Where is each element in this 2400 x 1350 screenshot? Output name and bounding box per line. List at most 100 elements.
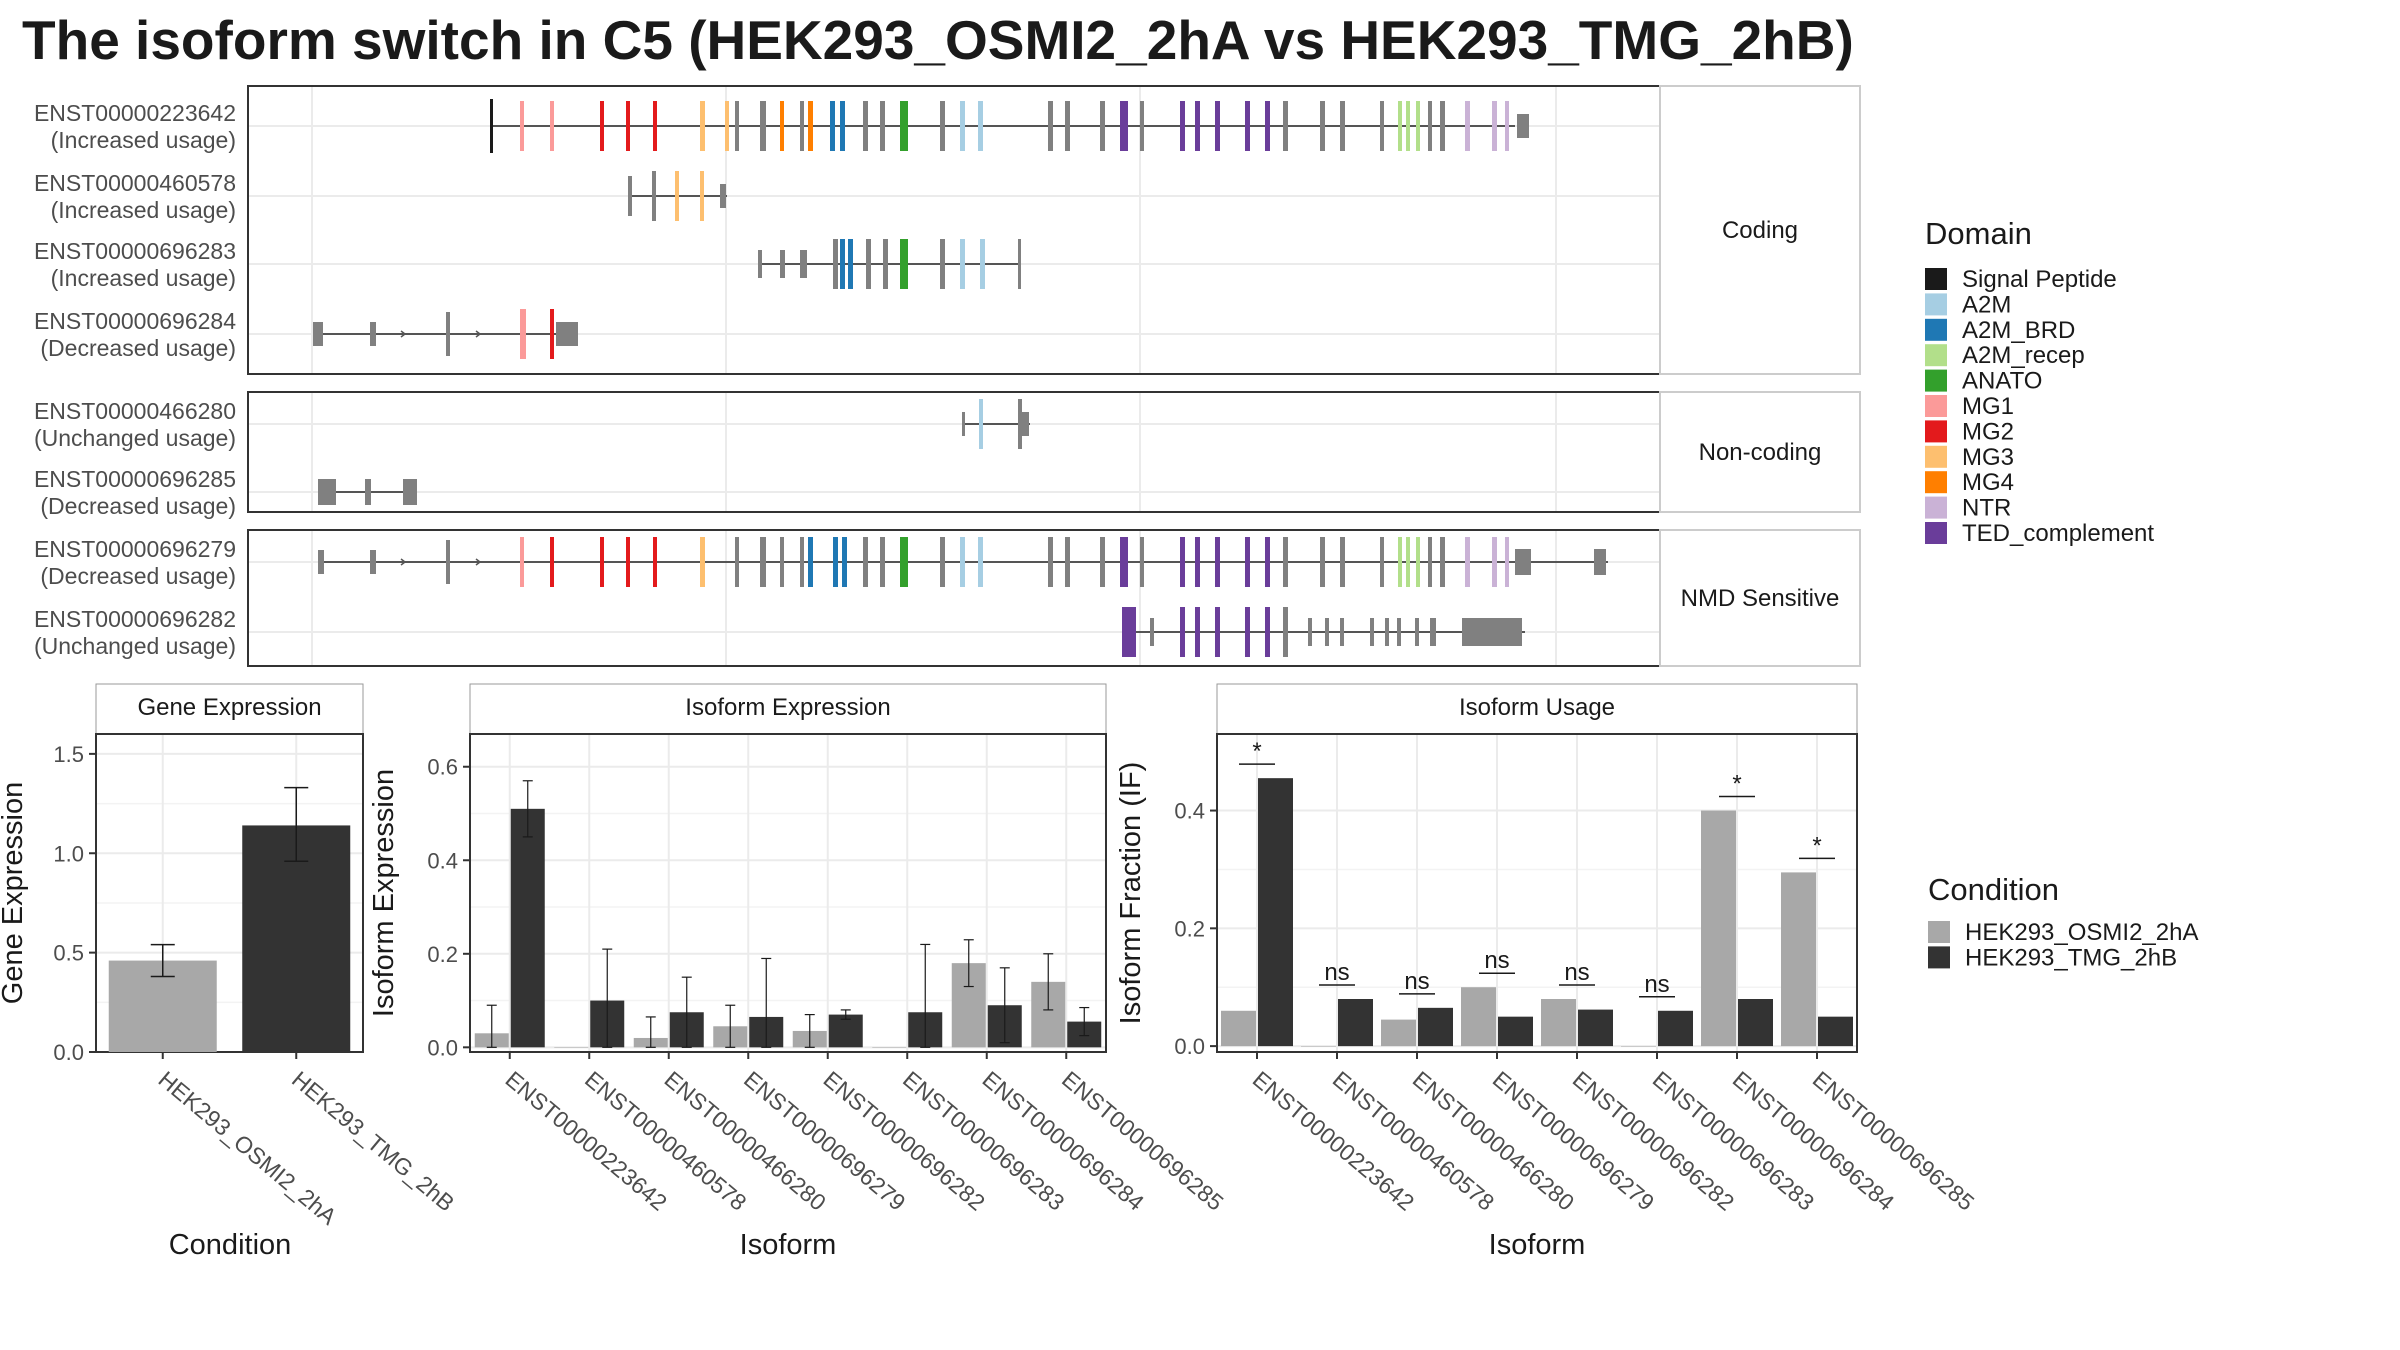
- exon: [880, 537, 885, 587]
- structure-strip: [1659, 529, 1861, 667]
- domain-legend-label: MG1: [1962, 393, 2014, 420]
- significance-label: ns: [1404, 968, 1429, 995]
- domain-legend-label: MG2: [1962, 418, 2014, 445]
- strand-arrow: [400, 558, 407, 566]
- exon: [1048, 101, 1053, 151]
- transcript-usage-label: (Decreased usage): [40, 563, 236, 589]
- strand-arrow: [475, 558, 482, 566]
- exon: [1022, 412, 1029, 436]
- exon: [760, 537, 766, 587]
- exon: [1517, 114, 1529, 138]
- bar: [828, 1014, 863, 1048]
- y-tick-label: 1.5: [53, 742, 84, 767]
- domain-exon: [626, 537, 630, 587]
- domain-legend-swatch: [1925, 420, 1947, 443]
- domain-exon: [1406, 537, 1410, 587]
- domain-exon: [550, 101, 554, 151]
- exon: [735, 101, 739, 151]
- condition-legend-title: Condition: [1928, 872, 2059, 907]
- chart-title: The isoform switch in C5 (HEK293_OSMI2_2…: [22, 9, 1854, 71]
- domain-exon: [960, 101, 965, 151]
- exon: [780, 537, 784, 587]
- domain-exon: [700, 537, 705, 587]
- domain-exon: [978, 101, 983, 151]
- y-tick-label: 0.2: [1174, 916, 1205, 941]
- domain-exon: [1215, 537, 1220, 587]
- y-axis-title: Isoform Fraction (IF): [1115, 762, 1147, 1025]
- domain-legend-label: TED_complement: [1962, 520, 2154, 547]
- domain-legend-swatch: [1925, 344, 1947, 367]
- domain-legend-label: A2M_BRD: [1962, 317, 2075, 344]
- domain-legend-label: NTR: [1962, 495, 2011, 522]
- exon: [1325, 618, 1329, 646]
- exon: [1308, 618, 1312, 646]
- domain-exon: [520, 101, 524, 151]
- domain-legend-swatch: [1925, 471, 1947, 494]
- structure-strip: [1659, 391, 1861, 513]
- exon: [1140, 537, 1144, 587]
- exon: [1430, 618, 1436, 646]
- domain-exon: [550, 537, 554, 587]
- transcript-usage-label: (Decreased usage): [40, 493, 236, 519]
- exon: [1397, 618, 1401, 646]
- domain-exon: [700, 101, 705, 151]
- exon: [1283, 101, 1288, 151]
- y-tick-label: 1.0: [53, 841, 84, 866]
- domain-exon: [960, 537, 965, 587]
- domain-exon: [980, 239, 985, 289]
- domain-legend-label: MG3: [1962, 444, 2014, 471]
- exon: [1594, 549, 1606, 575]
- bar: [1621, 1046, 1656, 1047]
- domain-legend-swatch: [1925, 395, 1947, 417]
- exon: [760, 101, 766, 151]
- domain-exon: [1180, 607, 1185, 657]
- strand-arrow: [400, 330, 407, 338]
- exon: [1150, 618, 1154, 646]
- domain-exon: [780, 101, 784, 151]
- domain-exon: [520, 537, 524, 587]
- panel-strip: [1216, 683, 1858, 735]
- exon: [318, 479, 336, 505]
- transcript-usage-label: (Decreased usage): [40, 335, 236, 361]
- y-tick-label: 0.2: [427, 942, 458, 967]
- exon: [446, 540, 450, 584]
- exon: [1283, 537, 1288, 587]
- condition-legend-label: HEK293_OSMI2_2hA: [1965, 919, 2198, 946]
- exon: [883, 239, 888, 289]
- structure-strip: [1659, 85, 1861, 375]
- significance-label: *: [1732, 771, 1741, 798]
- bar: [510, 808, 545, 1048]
- transcript-usage-label: (Unchanged usage): [34, 425, 236, 451]
- exon: [1440, 101, 1445, 151]
- exon: [1100, 101, 1105, 151]
- exon: [758, 250, 762, 278]
- domain-legend-swatch: [1925, 293, 1947, 316]
- bar: [1738, 999, 1773, 1047]
- domain-legend-label: ANATO: [1962, 368, 2042, 395]
- exon: [1065, 101, 1070, 151]
- exon: [1048, 537, 1053, 587]
- panel-strip: [469, 683, 1107, 735]
- exon: [1018, 239, 1021, 289]
- domain-exon: [808, 537, 813, 587]
- structure-strip-label: NMD Sensitive: [1681, 585, 1840, 612]
- exon: [1515, 549, 1531, 575]
- structure-strip-label: Non-coding: [1699, 439, 1822, 466]
- domain-exon: [900, 239, 908, 289]
- domain-exon: [1215, 607, 1220, 657]
- transcript-ENST00000460578: [628, 171, 727, 221]
- transcript-ENST00000696285: [318, 479, 417, 505]
- exon: [1018, 399, 1022, 449]
- bar: [872, 1047, 907, 1048]
- domain-legend-swatch: [1925, 369, 1947, 392]
- domain-exon: [1245, 607, 1250, 657]
- exon: [833, 239, 838, 289]
- transcript-ENST00000696283: [758, 239, 1021, 289]
- exon: [1380, 537, 1384, 587]
- exon: [1340, 618, 1344, 646]
- exon: [1380, 101, 1384, 151]
- domain-exon: [1132, 607, 1136, 657]
- exon: [652, 171, 656, 221]
- exon: [1065, 537, 1070, 587]
- exon: [1320, 537, 1325, 587]
